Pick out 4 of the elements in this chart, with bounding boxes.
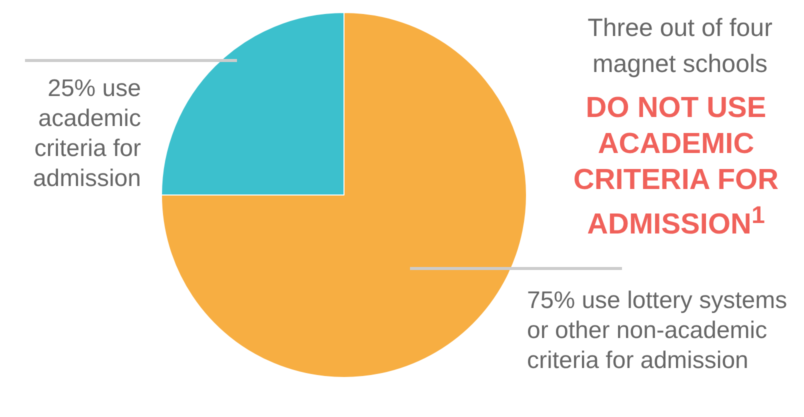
text: Three out of four magnet schools: [586, 13, 774, 80]
slice-label: 75% use lottery systems or other non-academic criteria for admission: [527, 286, 788, 376]
slice-label: 25% use academic criteria for admission: [32, 74, 141, 194]
text: DO NOT USE ACADEMIC CRITERIA FOR ADMISSION$^{1}$: [572, 91, 780, 243]
